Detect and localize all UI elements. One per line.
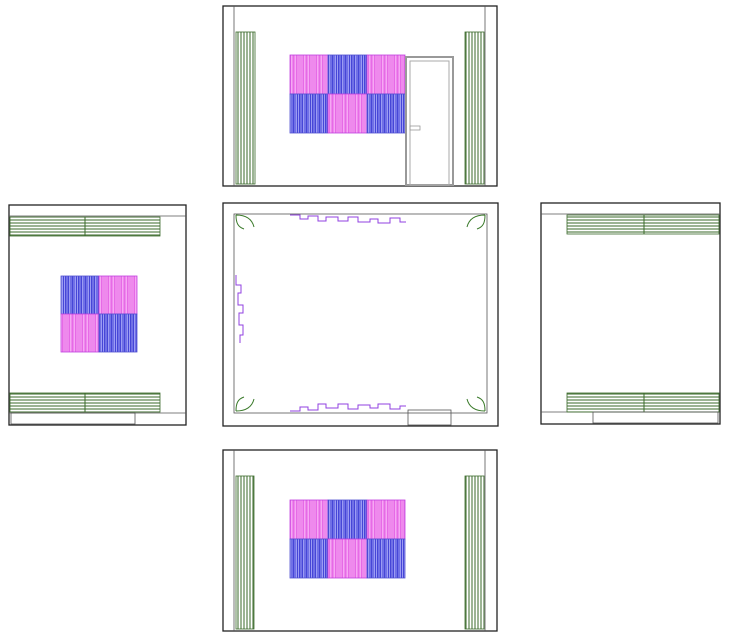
wall-frame [540, 202, 721, 425]
green-column [235, 31, 256, 185]
green-column [464, 31, 485, 185]
panel-pink [327, 93, 368, 134]
room-inner [233, 213, 488, 414]
panel-blue [366, 93, 406, 134]
corner-ornament [466, 396, 486, 412]
panel-pink [366, 499, 406, 540]
door-handle [409, 125, 421, 131]
ornament-bottom [290, 403, 406, 412]
right-elevation [540, 202, 721, 425]
panel-pink [60, 313, 100, 353]
door-plan [592, 411, 719, 424]
left-elevation [8, 204, 187, 426]
panel-blue [289, 93, 329, 134]
panel-blue [327, 54, 368, 95]
bottom-elevation [222, 449, 498, 632]
green-column [464, 475, 485, 630]
green-column [235, 475, 255, 630]
top-elevation [222, 5, 498, 187]
green-bar [566, 214, 720, 235]
corner-ornament [466, 214, 486, 230]
panel-pink [366, 54, 406, 95]
panel-blue [327, 499, 368, 540]
panel-blue [289, 538, 329, 579]
panel-blue [98, 313, 138, 353]
panel-pink [98, 275, 138, 315]
panel-blue [366, 538, 406, 579]
room-frame [222, 202, 499, 427]
corner-ornament [235, 214, 255, 230]
panel-pink [289, 499, 329, 540]
panel-pink [327, 538, 368, 579]
door-leaf [409, 60, 450, 186]
corner-ornament [235, 396, 255, 412]
door-plan [10, 412, 136, 425]
green-bar [566, 392, 720, 413]
ornament-left [235, 275, 244, 343]
door-plan [407, 409, 452, 426]
panel-blue [60, 275, 100, 315]
ceiling-plan [222, 202, 499, 427]
panel-pink [289, 54, 329, 95]
ornament-top [290, 214, 406, 224]
